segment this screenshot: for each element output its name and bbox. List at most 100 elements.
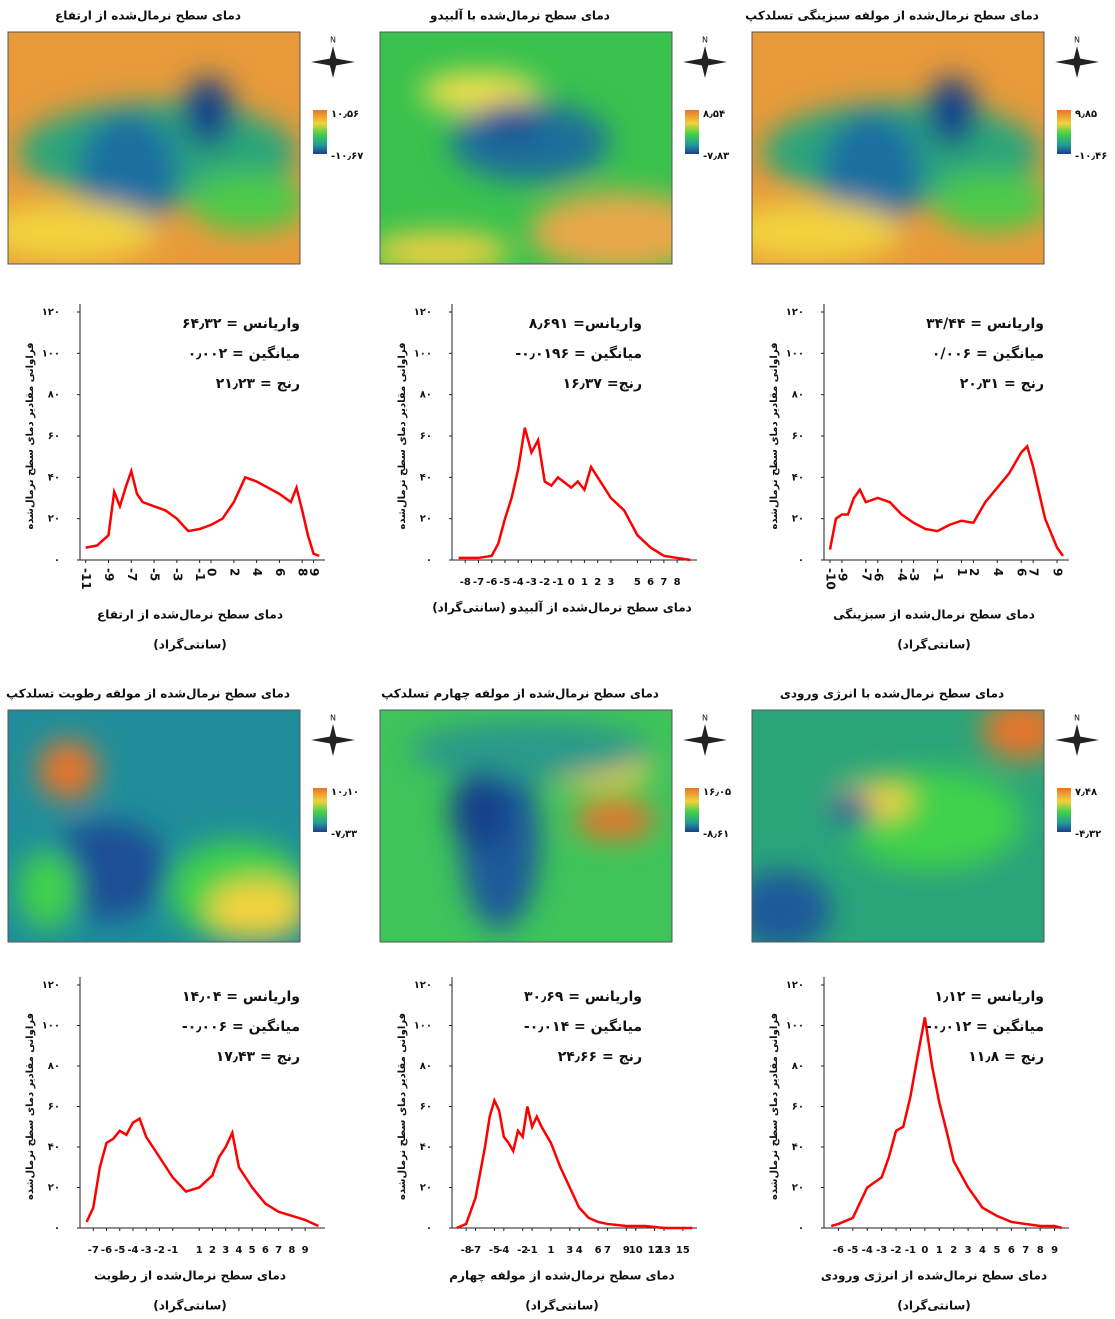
histogram-line — [85, 1116, 319, 1228]
y-tick-label: ۱۲۰ — [42, 980, 60, 991]
north-arrow — [311, 58, 355, 66]
map-blob — [380, 232, 510, 264]
y-tick-label: ۲۰ — [48, 514, 60, 525]
x-tick-label: 0 — [921, 1245, 928, 1256]
legend-min: -۸٫۶۱ — [703, 829, 729, 840]
stat-annotation: -۰٫۰۱۴ = میانگین — [524, 1018, 642, 1035]
map — [7, 709, 301, 943]
map-blob — [832, 790, 872, 830]
x-tick-label: 1 — [936, 1245, 943, 1256]
x-tick-label: 2 — [209, 1245, 216, 1256]
x-tick-label: -5 — [114, 1245, 125, 1256]
x-tick-label: 7 — [1022, 1245, 1029, 1256]
north-arrow — [311, 736, 355, 744]
map-blob — [38, 740, 98, 800]
x-tick-label: 0 — [205, 568, 219, 576]
stat-annotation: ۲۰٫۳۱ = رنج — [960, 376, 1044, 392]
legend-bar — [313, 110, 327, 154]
north-arrow — [683, 736, 727, 744]
legend-min: -۱۰٫۶۷ — [331, 151, 363, 162]
x-tick-label: -4 — [513, 577, 524, 588]
stat-annotation: ۳۴/۴۴ = واریانس — [926, 316, 1044, 332]
x-tick-label: 5 — [249, 1245, 256, 1256]
y-tick-label: ۱۲۰ — [414, 980, 432, 991]
x-tick-label: 7 — [604, 1245, 611, 1256]
x-tick-label: -4 — [498, 1245, 509, 1256]
x-tick-label: -7 — [473, 577, 484, 588]
x-tick-label: 9 — [302, 1245, 309, 1256]
x-tick-label: -3 — [141, 1245, 152, 1256]
map-blob — [208, 880, 300, 940]
y-tick-label: ٠ — [798, 555, 804, 566]
legend-bar — [685, 110, 699, 154]
x-tick-label: 4 — [576, 1245, 583, 1256]
x-tick-label: -5 — [489, 1245, 500, 1256]
x-axis-unit: (سانتی‌گراد) — [897, 1299, 971, 1313]
x-tick-label: 9 — [1051, 568, 1065, 576]
histogram-line — [830, 1017, 1063, 1230]
x-tick-label: -2 — [154, 1245, 165, 1256]
y-tick-label: ۶۰ — [48, 431, 60, 442]
legend-min: -۷٫۳۳ — [331, 829, 357, 840]
y-axis-label: فراوانی مقادیر دمای سطح نرمال‌شده — [397, 342, 408, 529]
y-tick-label: ٠ — [426, 555, 432, 566]
x-tick-label: 6 — [1008, 1245, 1015, 1256]
map-blob — [530, 192, 672, 264]
map-blob — [982, 710, 1044, 760]
y-tick-label: ۴۰ — [792, 472, 804, 483]
x-axis-label: دمای سطح نرمال‌شده از سبزینگی — [833, 608, 1035, 622]
legend-min: -۷٫۸۳ — [703, 151, 729, 162]
map-blob — [188, 172, 300, 232]
map-blobs — [380, 72, 672, 264]
map-title: دمای سطح نرمال‌شده با انرژی ورودی — [780, 687, 1004, 702]
x-tick-label: -4 — [862, 1245, 873, 1256]
x-tick-label: 15 — [676, 1245, 690, 1256]
y-tick-label: ۶۰ — [420, 1102, 432, 1113]
y-tick-label: ۴۰ — [420, 1142, 432, 1153]
x-tick-label: -8 — [461, 1245, 472, 1256]
x-tick-label: 0 — [568, 577, 575, 588]
map-frame — [7, 709, 301, 943]
x-axis-label: دمای سطح نرمال‌شده از رطوبت — [94, 1269, 286, 1284]
y-tick-label: ۸۰ — [792, 390, 804, 401]
x-tick-label: 1 — [547, 1245, 554, 1256]
y-tick-label: ٠ — [54, 1223, 60, 1234]
x-tick-label: -5 — [499, 577, 510, 588]
x-tick-label: 3 — [222, 1245, 229, 1256]
legend-min: -۴٫۳۲ — [1075, 829, 1101, 840]
legend-bar — [313, 788, 327, 832]
map-clip — [752, 710, 1044, 942]
y-tick-label: ۴۰ — [48, 1142, 60, 1153]
legend-max: ۸٫۵۴ — [703, 109, 725, 120]
legend-max: ۹٫۸۵ — [1075, 109, 1097, 120]
y-tick-label: ۲۰ — [420, 514, 432, 525]
x-tick-label: 4 — [991, 568, 1005, 576]
stat-annotation: ۱۴٫۰۴ = واریانس — [182, 989, 300, 1005]
map-blob — [8, 202, 158, 262]
y-axis-label: فراوانی مقادیر دمای سطح نرمال‌شده — [769, 1013, 780, 1200]
x-tick-label: 3 — [965, 1245, 972, 1256]
histogram-line — [458, 427, 691, 562]
map-title: دمای سطح نرمال‌شده از ارتفاع — [55, 9, 241, 23]
y-tick-label: ۱۲۰ — [414, 307, 432, 318]
y-tick-label: ٠ — [798, 1223, 804, 1234]
map-clip — [380, 710, 672, 942]
map-blob — [752, 202, 902, 262]
map — [7, 31, 301, 265]
stat-annotation: ۱۷٫۴۳ = رنج — [216, 1049, 300, 1065]
x-tick-label: 1 — [955, 568, 969, 576]
north-label: N — [702, 714, 708, 723]
x-tick-label: -2 — [539, 577, 550, 588]
x-tick-label: -7 — [470, 1245, 481, 1256]
x-tick-label: -8 — [460, 577, 471, 588]
map-title: دمای سطح نرمال‌شده با آلبیدو — [429, 8, 610, 24]
x-tick-label: -2 — [517, 1245, 528, 1256]
map-blob — [183, 77, 233, 147]
y-tick-label: ٠ — [54, 555, 60, 566]
histogram-line — [456, 1096, 693, 1230]
y-tick-label: ۴۰ — [420, 472, 432, 483]
map-frame — [7, 31, 301, 265]
map-clip — [8, 32, 300, 264]
y-tick-label: ۶۰ — [420, 431, 432, 442]
y-tick-label: ۶۰ — [792, 431, 804, 442]
